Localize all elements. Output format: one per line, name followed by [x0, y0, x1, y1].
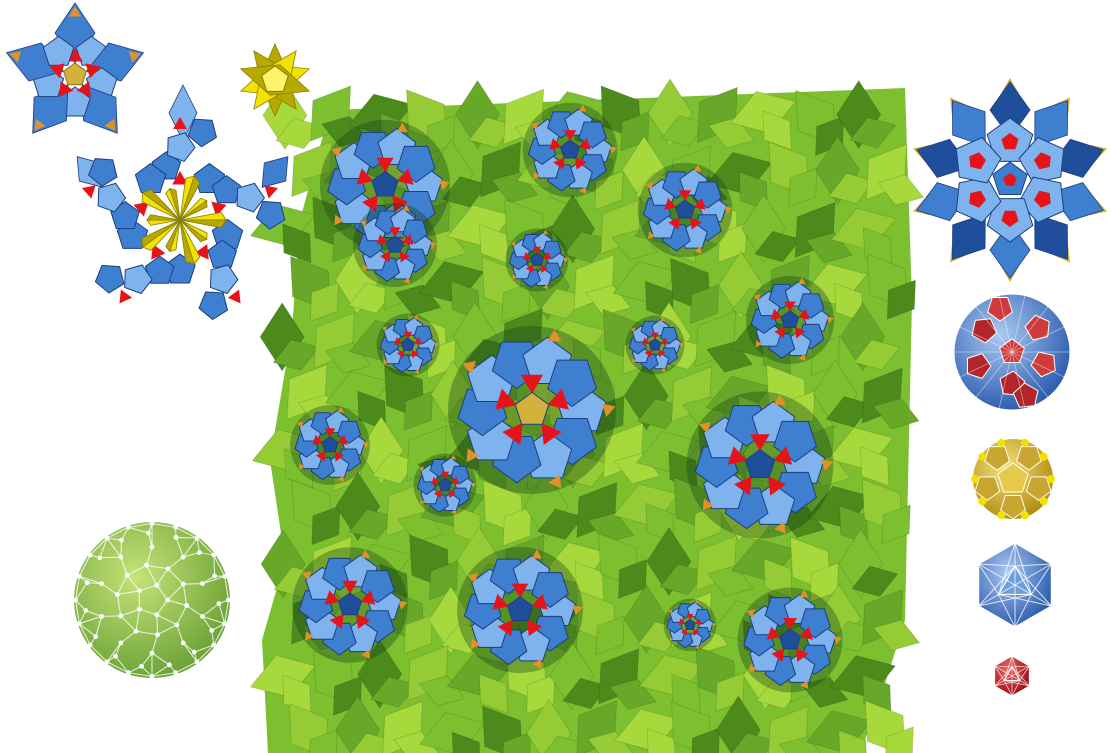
green-quasicrystal-slab: [249, 78, 925, 753]
dodecahedron-gold: [971, 438, 1055, 520]
green-wireframe-polyhedron: [73, 521, 231, 679]
icosahedron-red-small: [994, 655, 1030, 697]
star-cluster-small: [5, 2, 145, 134]
icosahedron-blue: [978, 542, 1052, 628]
star-cluster-large: [76, 84, 289, 321]
blue-star-cluster-right: [912, 78, 1108, 282]
yellow-star-unit: [239, 43, 311, 117]
triacontahedron-blue-red: [953, 293, 1071, 411]
